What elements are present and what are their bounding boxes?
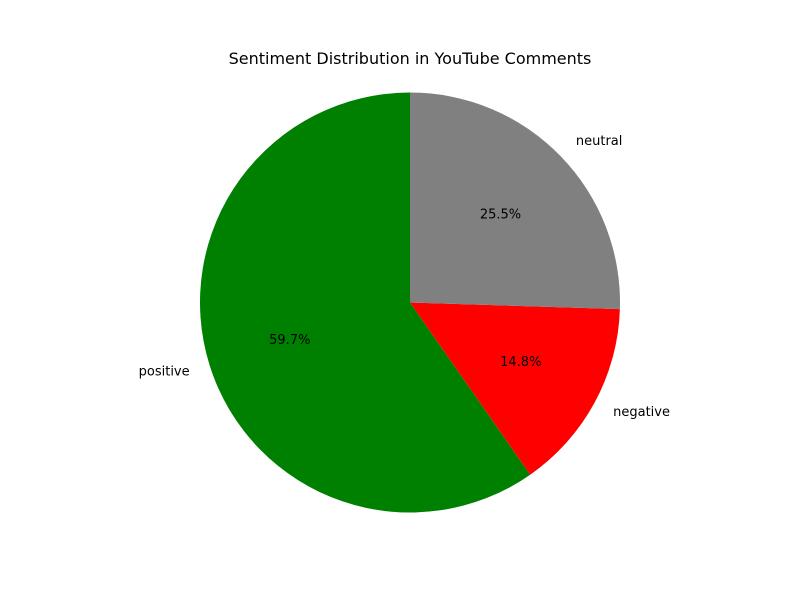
- pie-slices: [199, 92, 621, 513]
- slice-label-neutral: neutral: [576, 134, 623, 149]
- slice-label-positive: positive: [139, 364, 190, 379]
- percent-label-positive: 59.7%: [269, 333, 310, 348]
- chart-title: Sentiment Distribution in YouTube Commen…: [229, 49, 592, 68]
- percent-label-negative: 14.8%: [500, 355, 541, 370]
- slice-label-negative: negative: [613, 405, 670, 420]
- pie-slice-positive: [199, 92, 531, 513]
- pie-slice-neutral: [410, 92, 621, 310]
- percent-label-neutral: 25.5%: [480, 207, 521, 222]
- pie-labels: positive 59.7% negative 14.8% neutral 25.5%: [139, 134, 670, 420]
- pie-slice-negative: [410, 302, 620, 475]
